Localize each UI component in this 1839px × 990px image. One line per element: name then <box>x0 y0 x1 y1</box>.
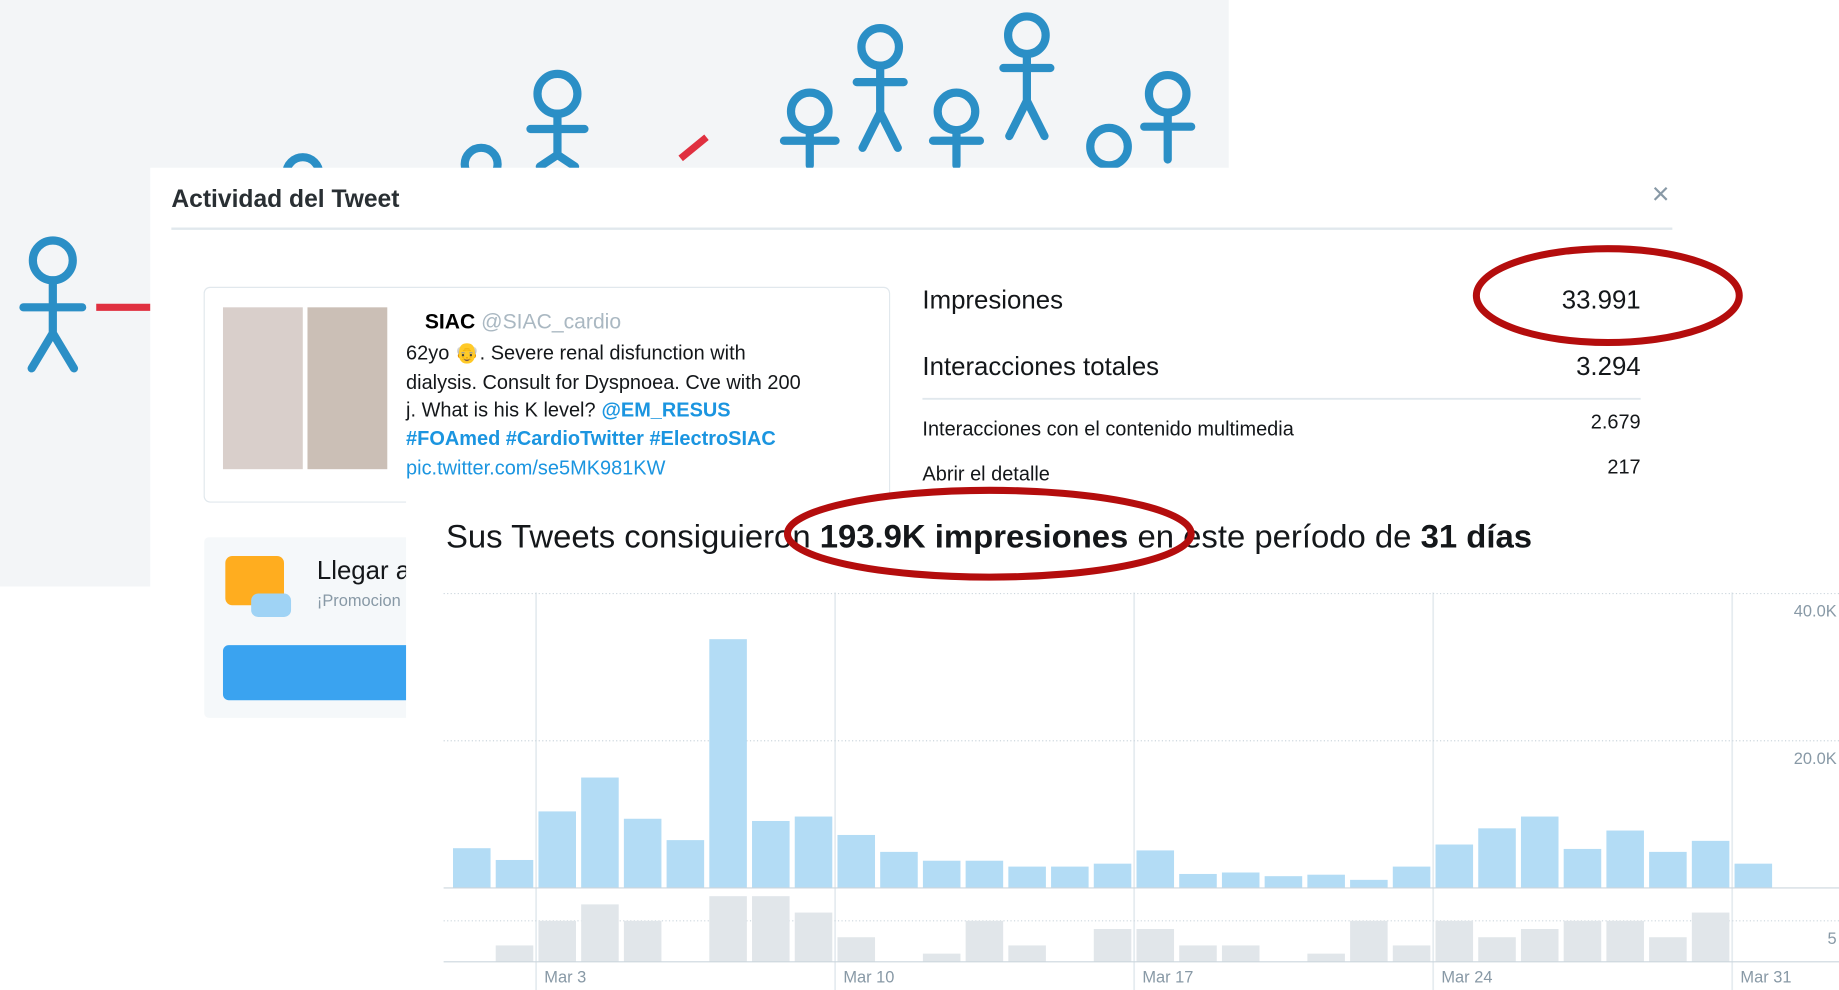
bar <box>1136 850 1174 888</box>
bar <box>453 848 491 888</box>
bar <box>1564 921 1602 962</box>
bar <box>1393 867 1431 888</box>
tweet-line: 62yo 👴. Severe renal disfunction with <box>406 343 746 365</box>
metric-label: Interacciones con el contenido multimedi… <box>922 419 1294 441</box>
tweet-line: dialysis. Consult for Dyspnoea. Cve with… <box>406 372 801 394</box>
metric-value: 217 <box>1607 456 1640 478</box>
title-part: Sus Tweets consiguieron <box>446 517 820 554</box>
bar <box>752 821 790 888</box>
bar <box>1307 954 1345 962</box>
promo-icon <box>251 594 291 617</box>
x-tick-label: Mar 24 <box>1441 969 1492 987</box>
author-handle: @SIAC_cardio <box>481 310 621 333</box>
bar <box>1222 945 1260 961</box>
bar <box>1307 875 1345 888</box>
bar <box>1649 937 1687 962</box>
bar <box>1136 929 1174 962</box>
metric-value: 33.991 <box>1562 286 1641 314</box>
bar <box>752 896 790 962</box>
hashtags[interactable]: #FOAmed #CardioTwitter #ElectroSIAC <box>406 428 776 450</box>
metric-label: Interacciones totales <box>922 353 1159 381</box>
author-name: SIAC <box>425 310 475 333</box>
bar <box>538 811 576 888</box>
bar <box>1350 921 1388 962</box>
bar <box>1179 874 1217 888</box>
bar <box>1478 937 1516 962</box>
tweet-line: j. What is his K level?@EM_RESUS <box>405 400 731 422</box>
mention[interactable]: @EM_RESUS <box>601 400 730 422</box>
bar <box>1008 945 1046 961</box>
dialog-title: Actividad del Tweet <box>171 186 399 213</box>
bar <box>624 819 662 888</box>
x-tick-label: Mar 31 <box>1740 969 1791 987</box>
x-tick-label: Mar 10 <box>843 969 894 987</box>
chart-title: Sus Tweets consiguieron 193.9K impresion… <box>446 517 1532 554</box>
bar <box>709 639 747 888</box>
promo-button[interactable] <box>223 645 423 700</box>
y-tick-label: 40.0K <box>1794 603 1837 621</box>
promo-title: Llegar a <box>317 557 411 585</box>
close-button[interactable]: × <box>1652 177 1670 211</box>
bar <box>1436 845 1474 888</box>
x-tick-label: Mar 17 <box>1142 969 1193 987</box>
bar <box>1222 872 1260 887</box>
bar <box>1008 867 1046 888</box>
promo-subtitle: ¡Promocion <box>317 592 401 610</box>
bar <box>966 921 1004 962</box>
metric-value: 3.294 <box>1576 353 1641 381</box>
bar <box>1051 867 1089 888</box>
bar <box>795 817 833 888</box>
bar <box>496 860 534 888</box>
bar <box>624 921 662 962</box>
page: {"dialog":{"title":"Actividad del Tweet"… <box>0 0 1839 990</box>
bar <box>667 840 705 888</box>
bar <box>1521 929 1559 962</box>
bar <box>1265 876 1303 888</box>
y-tick-label: 5 <box>1828 930 1837 948</box>
bar <box>709 896 747 962</box>
tweet-link[interactable]: pic.twitter.com/se5MK981KW <box>406 457 666 479</box>
tweet-image <box>307 307 387 469</box>
screenshot: Actividad del Tweet × SIAC @SIAC_cardio 6… <box>0 0 1839 990</box>
bar <box>1521 817 1559 888</box>
metric-label: Impresiones <box>922 286 1063 314</box>
bar <box>1350 880 1388 888</box>
bar <box>1393 945 1431 961</box>
tweet-text: j. What is his K level? <box>405 400 596 422</box>
bar <box>1478 828 1516 888</box>
bar <box>1692 913 1730 962</box>
metric-label: Abrir el detalle <box>922 463 1049 485</box>
tweet-image <box>223 307 303 469</box>
title-part: 31 días <box>1421 517 1532 554</box>
y-tick-label: 20.0K <box>1794 750 1837 768</box>
bar <box>1564 849 1602 888</box>
bar <box>837 937 875 962</box>
bar <box>581 904 619 961</box>
tweet-author: SIAC @SIAC_cardio <box>425 310 621 333</box>
bar <box>880 852 918 888</box>
bar <box>1606 921 1644 962</box>
bar <box>837 835 875 888</box>
bar <box>496 945 534 961</box>
bar <box>1436 921 1474 962</box>
bar <box>923 861 961 888</box>
bar <box>795 913 833 962</box>
bar <box>1606 831 1644 888</box>
bar <box>1735 864 1773 888</box>
bar <box>923 954 961 962</box>
bar <box>538 921 576 962</box>
bar <box>1094 929 1132 962</box>
bar <box>1179 945 1217 961</box>
bar <box>1094 864 1132 888</box>
bar <box>581 778 619 888</box>
metric-value: 2.679 <box>1591 412 1641 434</box>
bar <box>1692 841 1730 888</box>
bar <box>1649 852 1687 888</box>
bar <box>966 861 1004 888</box>
x-tick-label: Mar 3 <box>544 969 586 987</box>
title-part: 193.9K impresiones <box>820 517 1129 554</box>
